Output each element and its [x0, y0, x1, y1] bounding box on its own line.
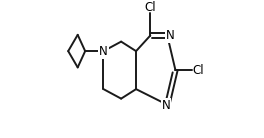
Text: Cl: Cl: [144, 1, 156, 14]
Text: N: N: [162, 99, 170, 112]
Text: Cl: Cl: [192, 64, 204, 77]
Text: N: N: [166, 29, 175, 42]
Text: N: N: [99, 45, 108, 58]
